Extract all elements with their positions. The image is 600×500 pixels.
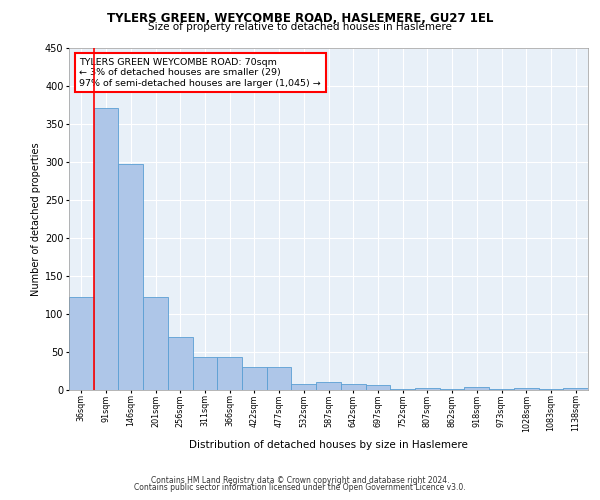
Bar: [440, 389, 464, 390]
Bar: [365, 386, 390, 390]
Bar: [514, 388, 539, 390]
Bar: [94, 108, 118, 390]
Text: Contains HM Land Registry data © Crown copyright and database right 2024.: Contains HM Land Registry data © Crown c…: [151, 476, 449, 485]
Bar: [390, 389, 415, 390]
Bar: [168, 336, 193, 390]
Bar: [193, 358, 217, 390]
Bar: [143, 297, 168, 390]
Bar: [267, 367, 292, 390]
Bar: [69, 297, 94, 390]
Bar: [539, 389, 563, 390]
Bar: [242, 367, 267, 390]
Bar: [489, 389, 514, 390]
Text: TYLERS GREEN, WEYCOMBE ROAD, HASLEMERE, GU27 1EL: TYLERS GREEN, WEYCOMBE ROAD, HASLEMERE, …: [107, 12, 493, 26]
Y-axis label: Number of detached properties: Number of detached properties: [31, 142, 41, 296]
Bar: [563, 388, 588, 390]
Bar: [464, 387, 489, 390]
Text: Contains public sector information licensed under the Open Government Licence v3: Contains public sector information licen…: [134, 484, 466, 492]
Bar: [316, 382, 341, 390]
Bar: [341, 384, 365, 390]
X-axis label: Distribution of detached houses by size in Haslemere: Distribution of detached houses by size …: [189, 440, 468, 450]
Text: Size of property relative to detached houses in Haslemere: Size of property relative to detached ho…: [148, 22, 452, 32]
Text: TYLERS GREEN WEYCOMBE ROAD: 70sqm
← 3% of detached houses are smaller (29)
97% o: TYLERS GREEN WEYCOMBE ROAD: 70sqm ← 3% o…: [79, 58, 321, 88]
Bar: [292, 384, 316, 390]
Bar: [217, 358, 242, 390]
Bar: [415, 388, 440, 390]
Bar: [118, 164, 143, 390]
